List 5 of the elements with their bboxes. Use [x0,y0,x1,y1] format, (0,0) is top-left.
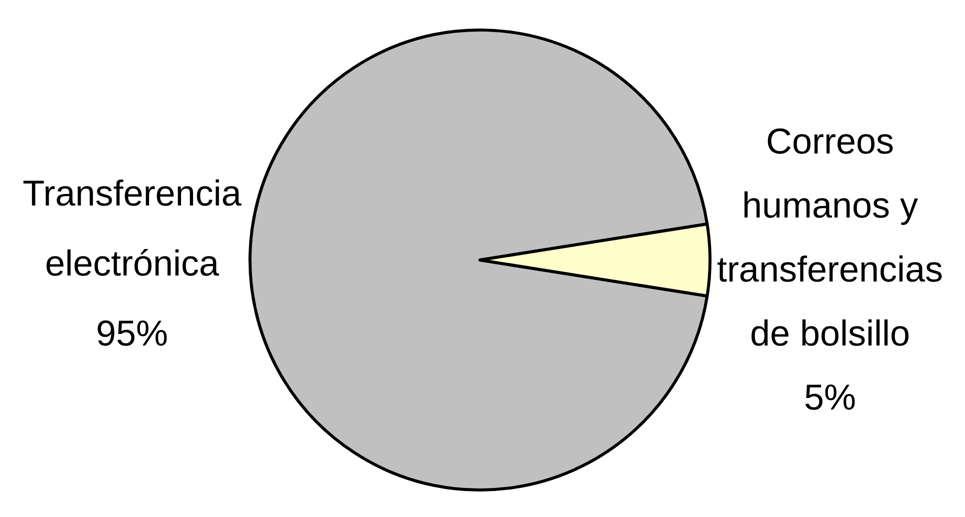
data-label: 95% [96,312,168,354]
slice-label: Transferencia electrónica [22,172,242,284]
data-label: 5% [804,376,856,418]
slice-label: Correos humanos y transferencias de bolsillo [716,120,944,354]
pie-slice [248,28,709,492]
